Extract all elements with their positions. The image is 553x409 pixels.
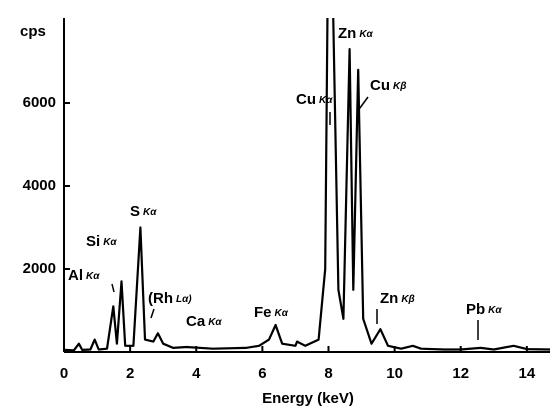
peak-line: Kα [143, 207, 157, 218]
peak-line: Kα [359, 29, 373, 40]
peak-label: Si Kα [86, 233, 117, 250]
x-tick-label: 4 [192, 365, 201, 382]
x-tick-label: 0 [60, 365, 68, 382]
peak-element: Cu [296, 91, 316, 108]
peak-element: Fe [254, 304, 272, 321]
peak-label: Pb Kα [466, 301, 502, 318]
peak-label: Cu Kα [296, 91, 333, 108]
peak-label: Al Kα [68, 267, 100, 284]
peak-label: (Rh Lα) [148, 290, 192, 307]
peak-element: Ca [186, 313, 206, 330]
peak-line: Kα [275, 308, 289, 319]
peak-line: Kα [488, 305, 502, 316]
peak-label: Cu Kβ [370, 77, 406, 94]
peak-label: S Kα [130, 203, 157, 220]
peak-label: Zn Kβ [380, 290, 415, 307]
peak-line: Kβ [393, 81, 406, 92]
x-tick-label: 6 [258, 365, 266, 382]
y-tick-label: 4000 [23, 177, 56, 194]
peak-line: Kα [103, 237, 117, 248]
y-axis-label: cps [20, 23, 46, 40]
peak-element: Zn [338, 25, 356, 42]
x-tick-label: 10 [386, 365, 403, 382]
x-tick-label: 2 [126, 365, 134, 382]
peak-line: Kα [319, 95, 333, 106]
peak-element: Al [68, 267, 83, 284]
peak-element: Si [86, 233, 100, 250]
peak-label: Ca Kα [186, 313, 222, 330]
peak-line: Kβ [401, 294, 414, 305]
peak-label: Fe Kα [254, 304, 289, 321]
spectrum-line [64, 18, 551, 352]
peak-element: Cu [370, 77, 390, 94]
x-axis-label: Energy (keV) [262, 390, 354, 407]
peak-line: Kα [86, 271, 100, 282]
leader-line [150, 308, 155, 319]
plot-area [64, 18, 551, 352]
x-tick-label: 14 [519, 365, 536, 382]
peak-line: Kα [208, 317, 222, 328]
x-tick-label: 12 [452, 365, 469, 382]
leader-line [111, 283, 115, 293]
peak-element: Pb [466, 301, 485, 318]
x-tick-label: 8 [324, 365, 332, 382]
peak-element: (Rh [148, 290, 173, 307]
y-tick-label: 6000 [23, 94, 56, 111]
peak-element: S [130, 203, 140, 220]
y-tick-label: 2000 [23, 260, 56, 277]
peak-line: Lα) [176, 294, 192, 305]
peak-label: Zn Kα [338, 25, 374, 42]
leader-line [356, 96, 369, 113]
peak-element: Zn [380, 290, 398, 307]
